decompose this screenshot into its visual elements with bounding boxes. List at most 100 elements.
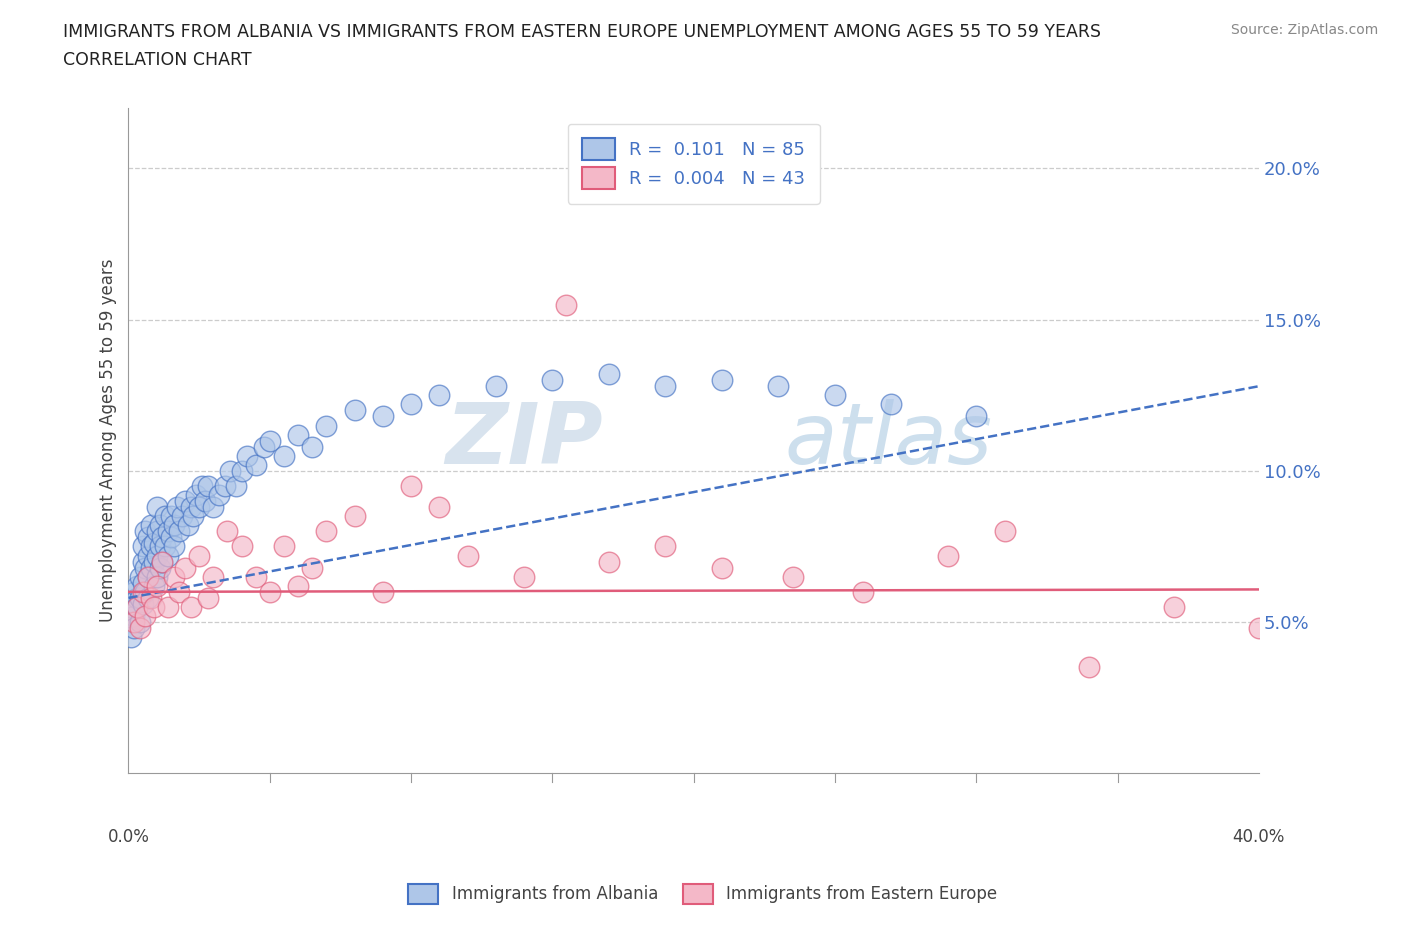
Point (1163, 600, 1185, 615)
Point (145, 524, 167, 538)
Point (142, 578, 165, 593)
Point (183, 509, 205, 524)
Point (160, 530, 183, 545)
Point (142, 600, 165, 615)
Point (710, 373, 733, 388)
Point (236, 448, 259, 463)
Point (598, 554, 620, 569)
Point (315, 524, 337, 538)
Point (125, 600, 148, 615)
Text: Source: ZipAtlas.com: Source: ZipAtlas.com (1230, 23, 1378, 37)
Point (852, 584, 875, 599)
Point (125, 591, 148, 605)
Point (197, 591, 219, 605)
Point (120, 630, 142, 644)
Point (1078, 660, 1101, 675)
Point (768, 379, 790, 393)
Point (172, 509, 194, 524)
Point (169, 584, 191, 599)
Point (541, 373, 564, 388)
Point (371, 409, 394, 424)
Point (936, 548, 959, 563)
Point (217, 524, 239, 538)
Point (208, 487, 231, 502)
Point (513, 569, 536, 584)
Point (122, 620, 145, 635)
Point (150, 554, 173, 569)
Point (427, 499, 450, 514)
Point (654, 539, 676, 554)
Point (125, 600, 148, 615)
Point (457, 548, 479, 563)
Point (343, 509, 366, 524)
Point (157, 548, 180, 563)
Point (136, 569, 159, 584)
Point (1247, 620, 1270, 635)
Point (485, 379, 508, 393)
Point (148, 560, 170, 575)
Point (225, 479, 247, 494)
Point (145, 499, 167, 514)
Point (136, 569, 159, 584)
Point (214, 479, 236, 494)
Text: IMMIGRANTS FROM ALBANIA VS IMMIGRANTS FROM EASTERN EUROPE UNEMPLOYMENT AMONG AGE: IMMIGRANTS FROM ALBANIA VS IMMIGRANTS FR… (63, 23, 1101, 41)
Point (128, 620, 150, 635)
Text: atlas: atlas (785, 399, 993, 482)
Point (163, 539, 186, 554)
Point (139, 518, 162, 533)
Point (180, 600, 202, 615)
Point (993, 524, 1015, 538)
Point (145, 578, 167, 593)
Text: CORRELATION CHART: CORRELATION CHART (63, 51, 252, 69)
Point (131, 584, 153, 599)
Point (148, 539, 170, 554)
Point (155, 509, 177, 524)
Text: ZIP: ZIP (446, 399, 603, 482)
Point (399, 479, 422, 494)
Text: 0.0%: 0.0% (107, 828, 149, 845)
Point (122, 608, 145, 623)
Point (231, 463, 253, 478)
Legend: Immigrants from Albania, Immigrants from Eastern Europe: Immigrants from Albania, Immigrants from… (401, 875, 1005, 912)
Point (880, 397, 903, 412)
Point (555, 297, 578, 312)
Point (122, 584, 145, 599)
Point (150, 554, 173, 569)
Point (315, 418, 337, 433)
Point (287, 427, 309, 442)
Point (157, 600, 180, 615)
Point (174, 560, 197, 575)
Point (150, 530, 173, 545)
Point (131, 539, 153, 554)
Point (155, 539, 177, 554)
Point (259, 433, 281, 448)
Point (120, 600, 142, 615)
Point (163, 518, 186, 533)
Point (427, 388, 450, 403)
Point (654, 379, 676, 393)
Point (139, 539, 162, 554)
Point (169, 524, 191, 538)
Point (136, 530, 159, 545)
Point (174, 494, 197, 509)
Point (157, 524, 180, 538)
Point (231, 539, 253, 554)
Point (194, 494, 217, 509)
Point (343, 403, 366, 418)
Point (134, 560, 156, 575)
Point (145, 548, 167, 563)
Point (180, 499, 202, 514)
Point (188, 499, 211, 514)
Point (245, 458, 267, 472)
Point (142, 536, 165, 551)
Point (245, 569, 267, 584)
Point (965, 409, 987, 424)
Point (128, 615, 150, 630)
Point (188, 548, 211, 563)
Point (399, 397, 422, 412)
Point (131, 576, 153, 591)
Point (131, 554, 153, 569)
Point (219, 463, 242, 478)
Point (166, 499, 188, 514)
Point (273, 539, 295, 554)
